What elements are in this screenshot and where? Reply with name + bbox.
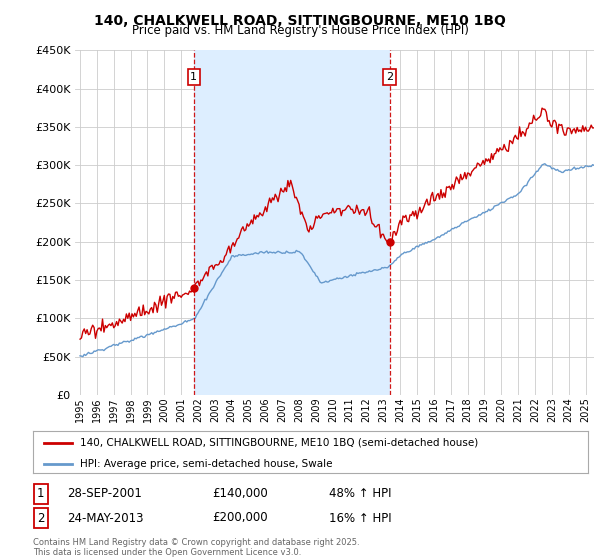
Text: 28-SEP-2001: 28-SEP-2001: [68, 487, 142, 501]
Text: 48% ↑ HPI: 48% ↑ HPI: [329, 487, 391, 501]
Text: £140,000: £140,000: [212, 487, 268, 501]
Text: 2: 2: [37, 511, 44, 525]
Text: 140, CHALKWELL ROAD, SITTINGBOURNE, ME10 1BQ: 140, CHALKWELL ROAD, SITTINGBOURNE, ME10…: [94, 14, 506, 28]
Text: £200,000: £200,000: [212, 511, 268, 525]
Text: Contains HM Land Registry data © Crown copyright and database right 2025.
This d: Contains HM Land Registry data © Crown c…: [33, 538, 359, 557]
Text: HPI: Average price, semi-detached house, Swale: HPI: Average price, semi-detached house,…: [80, 459, 332, 469]
Text: 1: 1: [37, 487, 44, 501]
Text: 2: 2: [386, 72, 394, 82]
Text: Price paid vs. HM Land Registry's House Price Index (HPI): Price paid vs. HM Land Registry's House …: [131, 24, 469, 36]
Text: 24-MAY-2013: 24-MAY-2013: [67, 511, 143, 525]
Text: 140, CHALKWELL ROAD, SITTINGBOURNE, ME10 1BQ (semi-detached house): 140, CHALKWELL ROAD, SITTINGBOURNE, ME10…: [80, 438, 478, 448]
Text: 16% ↑ HPI: 16% ↑ HPI: [329, 511, 391, 525]
Text: 1: 1: [190, 72, 197, 82]
Bar: [194, 50, 390, 395]
